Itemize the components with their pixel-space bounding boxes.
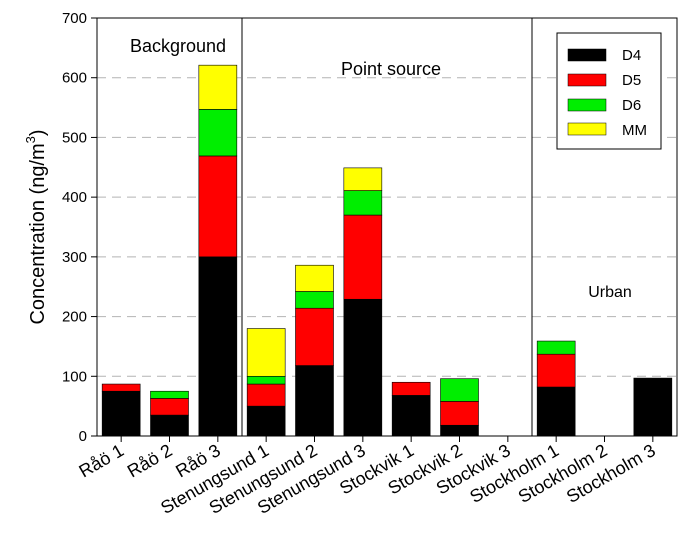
y-tick-label: 500: [62, 129, 87, 146]
legend-swatch-d6: [567, 98, 607, 112]
plot-frame: [96, 17, 678, 437]
y-axis-label: Concentration (ng/m3): [23, 129, 49, 324]
x-tick-label: Råö 2: [124, 440, 176, 481]
legend-item-d4: D4: [567, 47, 641, 64]
bar-segment-d6: [246, 375, 286, 385]
bar-segment-d5: [440, 401, 479, 426]
legend-item-d5: D5: [567, 72, 641, 89]
legend-swatch-d4: [567, 48, 607, 62]
bar-segment-d4: [150, 414, 189, 437]
bar-segment-d6: [536, 340, 576, 355]
bar-segment-d5: [391, 381, 431, 396]
bar-segment-d4: [101, 390, 141, 437]
group-label-urban: Urban: [588, 284, 632, 301]
bar-segment-d5: [343, 214, 383, 300]
y-tick-label: 700: [62, 10, 87, 27]
bar-segment-d4: [246, 405, 286, 437]
bar-segment-d5: [536, 353, 576, 388]
legend-label-d6: D6: [622, 97, 641, 114]
bar-segment-d5: [198, 155, 238, 258]
legend-swatch-mm: [567, 122, 607, 136]
bar-segment-d5: [246, 383, 286, 407]
legend-item-d6: D6: [567, 97, 641, 114]
bar-segment-d4: [343, 298, 383, 437]
bar-segment-mm: [295, 264, 334, 292]
group-label-point-source: Point source: [341, 59, 441, 79]
bar-segment-d4: [633, 377, 673, 437]
y-axis-label-superscript: 3: [23, 136, 38, 143]
legend-label-d4: D4: [622, 47, 641, 64]
bar-segment-d6: [150, 390, 189, 399]
legend-label-d5: D5: [622, 72, 641, 89]
y-tick-label: 400: [62, 189, 87, 206]
legend-swatch-d5: [567, 73, 607, 87]
bar-segment-mm: [343, 167, 383, 191]
group-separators: [241, 18, 533, 436]
bar-segment-d4: [440, 424, 479, 437]
bar-segment-d5: [295, 307, 334, 366]
y-axis: 0 100 200 300 400 500 600 700: [62, 10, 97, 445]
bar-segment-d6: [198, 109, 238, 157]
bar-segment-mm: [198, 64, 238, 110]
bar-segment-d6: [295, 291, 334, 309]
y-axis-label-main: Concentration (ng/m: [27, 143, 49, 324]
y-tick-label: 0: [79, 428, 87, 445]
y-tick-label: 600: [62, 70, 87, 87]
bar-segment-d5: [150, 398, 189, 416]
bars: [101, 64, 673, 437]
legend-item-mm: MM: [567, 122, 647, 139]
bar-segment-d5: [101, 383, 141, 392]
bar-segment-d4: [198, 256, 238, 437]
y-tick-label: 100: [62, 368, 87, 385]
bar-segment-d4: [391, 395, 431, 437]
bar-segment-d6: [440, 378, 479, 402]
bar-segment-mm: [246, 328, 286, 377]
bar-segment-d4: [295, 365, 334, 437]
bar-segment-d4: [536, 386, 576, 437]
y-tick-label: 200: [62, 309, 87, 326]
legend-label-mm: MM: [622, 122, 647, 139]
y-axis-label-suffix: ): [27, 129, 49, 136]
bar-segment-d6: [343, 190, 383, 216]
gridlines: [97, 77, 677, 377]
group-label-background: Background: [130, 36, 226, 56]
y-tick-label: 300: [62, 249, 87, 266]
legend: D4 D5 D6 MM: [556, 32, 662, 150]
x-tick-label: Råö 1: [76, 440, 128, 481]
